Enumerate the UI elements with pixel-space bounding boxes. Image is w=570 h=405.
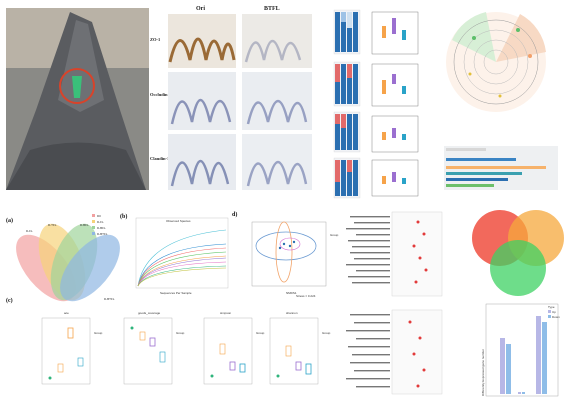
histology-row-occludin: Occludin [150,92,168,97]
svg-text:Group: Group [256,331,265,335]
stacked-bar-panel [333,9,419,199]
venn4-set-2: D-TFL [48,223,57,227]
svg-text:Down: Down [552,315,560,319]
panel-a-label: (a) [6,217,13,224]
svg-text:D0: D0 [97,214,101,218]
svg-text:Group: Group [94,331,103,335]
enrichment-dotplot-bottom [346,309,443,395]
svg-text:D-BFL: D-BFL [97,226,106,230]
svg-text:shannon: shannon [286,311,298,315]
degs-legend: Type Up Down [548,305,560,319]
histology-row-zo1: ZO-1 [150,37,161,42]
degs-bar-panel: Differently Expressed gene number Type U… [481,303,560,397]
venn4-set-4: D-BTFL [104,297,115,301]
svg-text:D-FL: D-FL [97,220,104,224]
svg-text:goods_coverage: goods_coverage [138,311,161,315]
rarefaction-xlabel: Sequences Per Sample [160,291,192,295]
panel-c-label: (c) [6,297,13,304]
nmds-xlabel: NMDS1 [286,291,297,295]
alpha-shannon: shannon Group [269,311,331,385]
alpha-simpson: simpson Group [203,311,265,385]
histology-row-claudin: Claudin-1 [150,156,170,161]
alpha-goods-coverage: goods_coverage Group [123,311,185,385]
venn4-set-1: D-FL [26,229,33,233]
histology-panel: Ori BTFL ZO-1 Occludin Claudin-1 [150,6,312,190]
venn4-panel: (a) D-FL D-TFL D-BFL D-BTFL D0 D-FL D-BF… [6,214,120,302]
enrichment-dotplot-top [346,211,443,297]
panel-b-label: (b) [120,213,127,220]
histology-col-btfl: BTFL [264,6,280,12]
rarefaction-panel: (b) Observed Species Sequences Per Sampl… [120,213,229,295]
svg-text:Up: Up [552,310,556,314]
alpha-panel: (c) ace Group goods_coverage Group simps… [6,297,331,385]
svg-text:Group: Group [176,331,185,335]
venn4-legend: D0 D-FL D-BFL D-BTFL [92,214,108,236]
svg-text:Type: Type [548,305,555,309]
panel-d-label: d) [232,211,237,218]
histology-col-ori: Ori [196,6,205,12]
nmds-legend-title: Group [330,233,339,237]
svg-text:simpson: simpson [220,311,232,315]
cladogram [446,12,546,112]
nmds-stress: Stress = 0.224 [296,294,316,298]
venn3-panel [472,210,564,296]
svg-text:D-BTFL: D-BTFL [97,232,108,236]
degs-ylabel: Differently Expressed gene number [481,349,485,396]
nmds-panel: d) NMDS1 Stress = 0.224 Group [232,211,339,298]
svg-text:Group: Group [322,331,331,335]
venn4-set-3: D-BFL [80,223,89,227]
svg-text:ace: ace [64,311,69,315]
alpha-ace: ace Group [41,311,103,385]
lda-bar-chart [444,146,558,190]
specimen-photo [6,8,149,190]
rarefaction-title: Observed Species [166,219,191,223]
